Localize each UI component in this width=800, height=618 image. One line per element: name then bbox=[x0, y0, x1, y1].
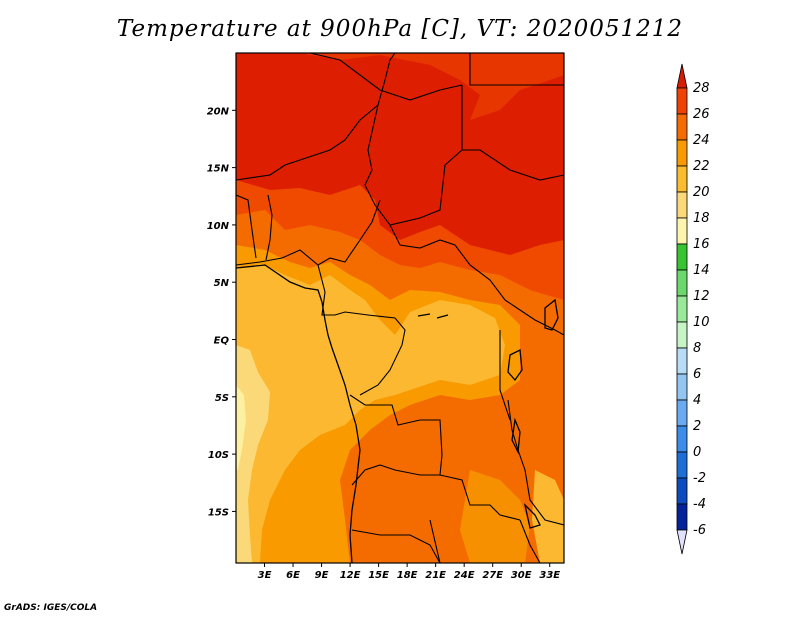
lon-tick-label: 15E bbox=[368, 570, 389, 581]
colorbar-swatch bbox=[676, 425, 688, 453]
colorbar-swatch bbox=[676, 347, 688, 375]
colorbar-swatch bbox=[676, 165, 688, 193]
colorbar-swatch bbox=[676, 399, 688, 427]
colorbar-swatch bbox=[676, 373, 688, 401]
colorbar-swatch bbox=[676, 217, 688, 245]
lon-tick-label: 3E bbox=[258, 570, 272, 581]
lat-tick-label: 5S bbox=[215, 393, 229, 404]
lon-tick-label: 12E bbox=[340, 570, 361, 581]
colorbar-swatch bbox=[676, 269, 688, 297]
colorbar-swatch bbox=[676, 113, 688, 141]
colorbar-swatch bbox=[676, 503, 688, 531]
colorbar-label: 8 bbox=[693, 341, 701, 356]
colorbar-label: 2 bbox=[693, 419, 701, 434]
colorbar-label: 22 bbox=[693, 159, 710, 174]
colorbar-swatch bbox=[676, 243, 688, 271]
lat-tick-label: EQ bbox=[214, 336, 230, 347]
colorbar-label: 14 bbox=[693, 263, 710, 278]
colorbar-label: 12 bbox=[693, 289, 710, 304]
lon-tick-label: 18E bbox=[397, 570, 418, 581]
temperature-field bbox=[236, 53, 564, 563]
colorbar-swatch bbox=[676, 191, 688, 219]
field-band-20-22 bbox=[236, 264, 505, 563]
country-borders bbox=[236, 53, 564, 563]
lon-tick-label: 9E bbox=[315, 570, 329, 581]
lon-tick-label: 30E bbox=[511, 570, 532, 581]
colorbar-label: 20 bbox=[693, 185, 710, 200]
field-band-16-18 bbox=[236, 385, 246, 470]
colorbar-swatch bbox=[676, 139, 688, 167]
lon-tick-label: 21E bbox=[425, 570, 446, 581]
credit-label: GrADS: IGES/COLA bbox=[4, 603, 98, 613]
field-band-22-24-east bbox=[460, 470, 530, 563]
field-band-20-22-east bbox=[532, 470, 564, 563]
map-title: Temperature at 900hPa [C], VT: 202005121… bbox=[116, 16, 684, 42]
field-band-18-20 bbox=[236, 345, 270, 563]
colorbar-label: 26 bbox=[693, 107, 710, 122]
longitude-axis: 3E 6E 9E 12E 15E 18E 21E 24E 27E 30E 33E bbox=[258, 563, 560, 581]
colorbar-swatch bbox=[676, 295, 688, 323]
lat-tick-label: 10S bbox=[208, 450, 229, 461]
colorbar-label: 24 bbox=[693, 133, 710, 148]
colorbar-label: -4 bbox=[693, 497, 706, 512]
colorbar-swatch bbox=[676, 451, 688, 479]
colorbar-label: 28 bbox=[693, 81, 710, 96]
lon-tick-label: 27E bbox=[482, 570, 503, 581]
colorbar-label: 10 bbox=[693, 315, 710, 330]
colorbar-label: 0 bbox=[693, 445, 701, 460]
lat-tick-label: 20N bbox=[207, 106, 230, 117]
colorbar-label: 18 bbox=[693, 211, 710, 226]
field-band-26-28-north bbox=[236, 53, 564, 120]
colorbar-bottom-arrow bbox=[676, 529, 688, 555]
colorbar-label: -2 bbox=[693, 471, 706, 486]
colorbar-label: -6 bbox=[693, 523, 706, 538]
lat-tick-label: 5N bbox=[214, 278, 230, 289]
lon-tick-label: 33E bbox=[539, 570, 560, 581]
coastlines bbox=[236, 264, 559, 563]
colorbar-swatch bbox=[676, 477, 688, 505]
plot-frame bbox=[235, 52, 565, 564]
lat-tick-label: 15N bbox=[207, 164, 230, 175]
lon-tick-label: 6E bbox=[286, 570, 300, 581]
lon-tick-label: 24E bbox=[454, 570, 475, 581]
colorbar-swatch bbox=[676, 87, 688, 115]
lat-tick-label: 10N bbox=[207, 221, 230, 232]
colorbar-label: 6 bbox=[693, 367, 701, 382]
latitude-axis: 20N 15N 10N 5N EQ 5S 10S 15S bbox=[207, 106, 236, 518]
colorbar-label: 16 bbox=[693, 237, 710, 252]
colorbar-swatch bbox=[676, 321, 688, 349]
colorbar-label: 4 bbox=[693, 393, 701, 408]
colorbar-top-arrow bbox=[676, 63, 688, 89]
lat-tick-label: 15S bbox=[208, 507, 229, 518]
